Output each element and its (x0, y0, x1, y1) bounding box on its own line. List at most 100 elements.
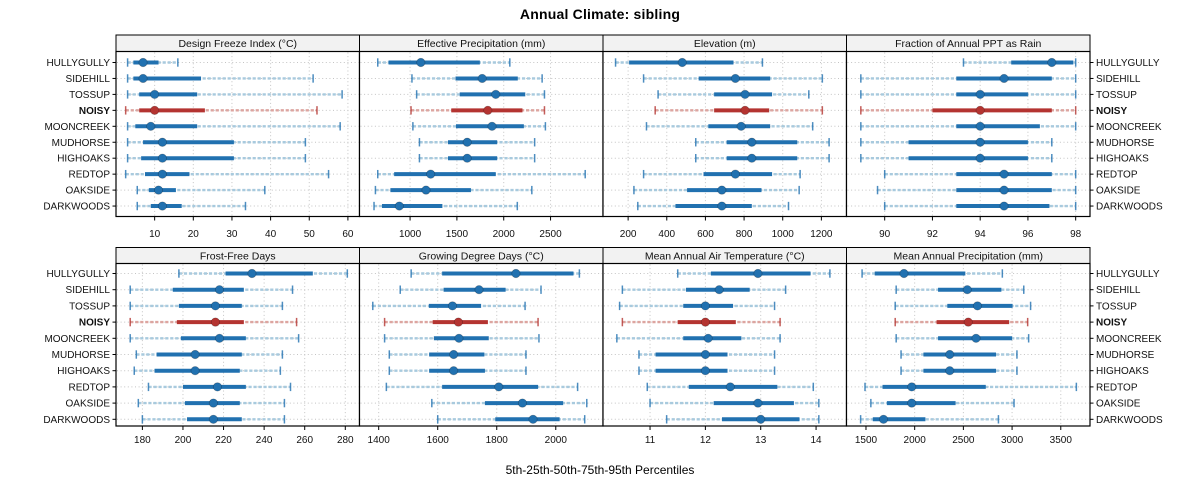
panel-title: Growing Degree Days (°C) (419, 251, 544, 263)
interval-row-redtop (360, 382, 602, 392)
x-tick-label: 260 (296, 435, 313, 446)
site-label-left: TOSSUP (69, 301, 110, 312)
site-label-right: MUDHORSE (1096, 350, 1155, 361)
site-label-left: MOONCREEK (44, 334, 110, 345)
median-dot (157, 201, 167, 211)
site-label-left: MUDHORSE (52, 350, 111, 361)
site-label-left: SIDEHILL (66, 285, 111, 296)
panel-frost-free-days: Frost-Free Days 180 200 220 240 260 280 (115, 247, 361, 446)
median-dot (703, 333, 713, 343)
interval-row-mudhorse (847, 349, 1089, 360)
median-dot (975, 121, 985, 131)
interval-row-oakside (117, 398, 359, 408)
x-tick-label: 40 (265, 229, 277, 240)
median-dot (394, 201, 404, 211)
interval-row-hullygully (117, 57, 359, 68)
panel-effective-precipitation: Effective Precipitation (mm) 1000 1500 2000… (358, 34, 604, 240)
median-dot (963, 317, 973, 327)
interval-row-redtop (604, 382, 846, 392)
interval-row-darkwoods (847, 414, 1089, 424)
site-label-right: HIGHOAKS (1096, 366, 1149, 377)
median-dot (138, 73, 148, 84)
median-dot (730, 73, 740, 84)
panel-title: Effective Precipitation (mm) (417, 38, 545, 50)
interval-row-redtop (117, 382, 359, 392)
interval-row-sidehill (360, 285, 602, 295)
interval-row-mudhorse (117, 137, 359, 147)
interval-row-hullygully (847, 268, 1089, 279)
median-dot (975, 137, 985, 147)
interval-row-sidehill (604, 285, 846, 295)
site-label-right: NOISY (1096, 106, 1127, 117)
site-label-right: TOSSUP (1096, 90, 1137, 101)
interval-row-noisy (117, 317, 359, 327)
site-label-left: DARKWOODS (43, 202, 110, 213)
panel-title: Frost-Free Days (200, 251, 276, 263)
x-tick-label: 10 (149, 229, 161, 240)
chart-title: Annual Climate: sibling (519, 6, 681, 22)
median-dot (975, 105, 985, 115)
median-dot (453, 317, 463, 327)
site-label-left: MOONCREEK (44, 122, 110, 133)
interval-row-noisy (360, 105, 602, 115)
median-dot (736, 121, 746, 131)
interval-row-highoaks (117, 153, 359, 163)
median-dot (477, 73, 487, 84)
site-label-right: DARKWOODS (1096, 202, 1163, 213)
median-dot (999, 73, 1009, 84)
median-dot (962, 285, 972, 295)
interval-row-redtop (117, 169, 359, 179)
median-dot (491, 89, 501, 100)
interval-row-oakside (117, 185, 359, 195)
median-dot (416, 57, 426, 68)
site-label-right: TOSSUP (1096, 301, 1137, 312)
x-tick-label: 1800 (486, 435, 509, 446)
site-label-right: NOISY (1096, 318, 1127, 329)
median-dot (426, 169, 436, 179)
median-dot (150, 89, 160, 100)
site-label-right: DARKWOODS (1096, 415, 1163, 426)
x-tick-label: 280 (337, 435, 354, 446)
x-tick-label: 3000 (1001, 435, 1024, 446)
median-dot (999, 185, 1009, 195)
interval-row-mooncreek (360, 121, 602, 131)
interval-row-oakside (604, 185, 846, 195)
panel-title: Mean Annual Precipitation (mm) (894, 251, 1043, 263)
site-label-right: MOONCREEK (1096, 122, 1162, 133)
median-dot (972, 301, 983, 311)
x-tick-label: 60 (342, 229, 354, 240)
site-label-right: SIDEHILL (1096, 74, 1141, 85)
x-tick-label: 92 (927, 229, 939, 240)
x-tick-label: 90 (879, 229, 891, 240)
median-dot (1047, 57, 1057, 68)
x-tick-label: 98 (1070, 229, 1082, 240)
x-tick-label: 30 (226, 229, 238, 240)
interval-row-hullygully (847, 57, 1089, 68)
site-label-right: REDTOP (1096, 382, 1138, 393)
median-dot (157, 137, 167, 147)
median-dot (975, 89, 985, 100)
median-dot (449, 366, 459, 376)
x-tick-label: 220 (215, 435, 232, 446)
x-tick-label: 2500 (952, 435, 975, 446)
median-dot (730, 169, 740, 179)
x-tick-label: 50 (304, 229, 316, 240)
x-tick-label: 20 (188, 229, 200, 240)
median-dot (511, 268, 521, 279)
median-dot (146, 121, 156, 131)
median-dot (449, 349, 459, 360)
median-dot (483, 105, 493, 115)
x-tick-label: 1000 (399, 229, 422, 240)
interval-row-redtop (604, 169, 846, 179)
percentiles-caption: 5th-25th-50th-75th-95th Percentiles (505, 463, 695, 477)
x-tick-label: 1600 (427, 435, 450, 446)
median-dot (753, 268, 763, 279)
site-label-right: SIDEHILL (1096, 285, 1141, 296)
interval-row-mudhorse (604, 349, 846, 360)
interval-row-noisy (117, 105, 359, 115)
interval-row-darkwoods (117, 414, 359, 424)
x-tick-label: 94 (975, 229, 987, 240)
interval-row-tossup (847, 301, 1089, 311)
median-dot (878, 414, 889, 424)
